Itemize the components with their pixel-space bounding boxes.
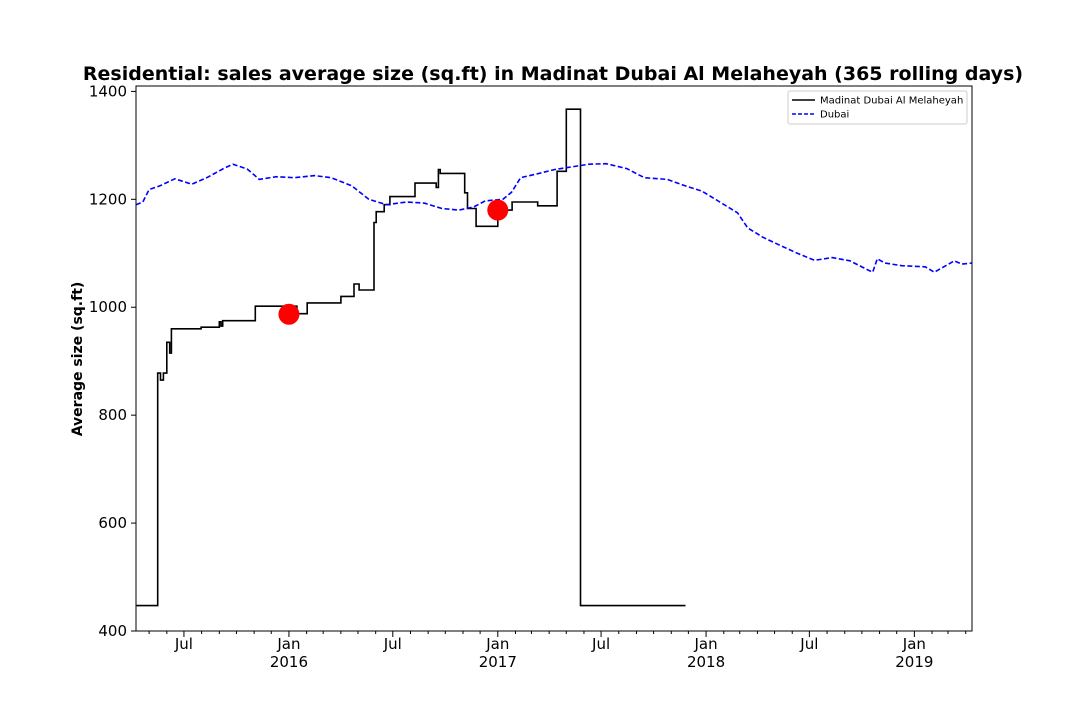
legend: Madinat Dubai Al Melaheyah Dubai [787,90,968,125]
x-tick-year-label: 2018 [687,653,725,671]
series-line-1 [135,162,973,274]
y-tick-label: 400 [98,622,127,640]
axes-frame [135,85,973,632]
y-tick-label: 800 [98,406,127,424]
y-axis-label: Average size (sq.ft) [70,282,86,437]
legend-box [787,90,968,125]
x-tick-label: Jan [694,635,718,653]
x-tick-label: Jan [485,635,509,653]
y-tick-label: 1000 [89,298,127,316]
legend-label-1: Dubai [820,110,849,121]
x-tick-year-label: 2017 [479,653,517,671]
x-tick-label: Jul [383,635,402,653]
x-tick-year-label: 2016 [270,653,308,671]
x-tick-label: Jul [174,635,193,653]
y-tick-label: 1200 [89,190,127,208]
y-tick-label: 600 [98,514,127,532]
series-line-0 [136,108,686,607]
legend-label-0: Madinat Dubai Al Melaheyah [820,96,963,107]
x-tick-label: Jul [799,635,818,653]
marker-point-1 [487,199,509,221]
x-tick-label: Jan [276,635,300,653]
x-tick-label: Jan [902,635,926,653]
marker-point-0 [278,303,300,325]
x-tick-label: Jul [591,635,610,653]
chart-title: Residential: sales average size (sq.ft) … [83,63,1023,85]
y-tick-label: 1400 [89,82,127,100]
x-tick-year-label: 2019 [895,653,933,671]
